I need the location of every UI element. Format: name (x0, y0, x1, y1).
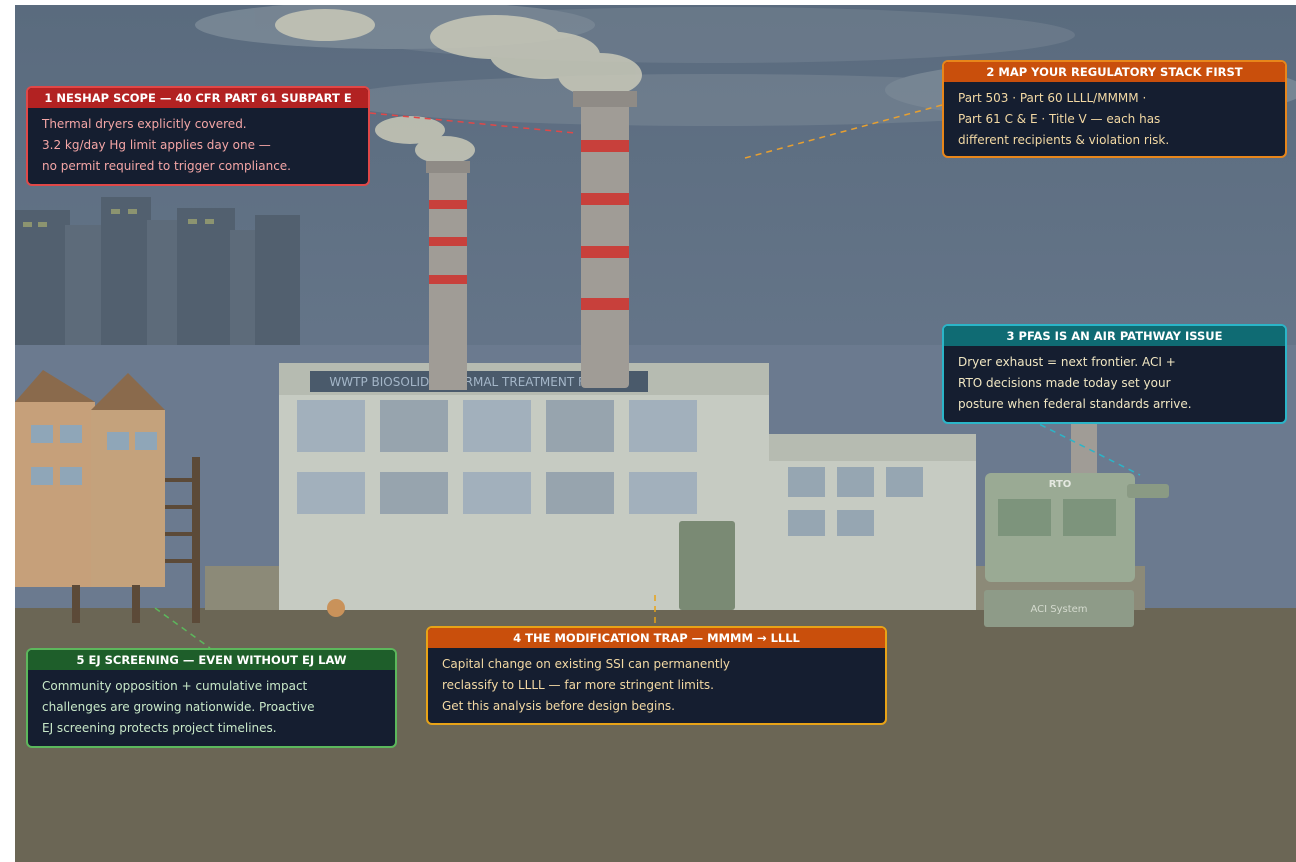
callout-title: THE MODIFICATION TRAP — MMMM → LLLL (525, 631, 800, 645)
skyline (15, 197, 300, 345)
callout-title: NESHAP SCOPE — 40 CFR PART 61 SUBPART E (56, 91, 352, 105)
rto-panel (998, 499, 1051, 536)
callout-body: Capital change on existing SSI can perma… (428, 648, 885, 723)
marker (327, 599, 345, 617)
aci-unit (984, 590, 1134, 627)
callout-header: 2 MAP YOUR REGULATORY STACK FIRST (944, 62, 1285, 82)
callout-number: 4 (513, 631, 522, 645)
smoke (275, 9, 642, 164)
aci-label: ACI System (1030, 604, 1087, 615)
callout-line: RTO decisions made today set your (958, 376, 1171, 390)
annex-roof (769, 434, 976, 461)
callout-line: Thermal dryers explicitly covered. (42, 117, 247, 131)
callout-header: 4 THE MODIFICATION TRAP — MMMM → LLLL (428, 628, 885, 648)
callout: 1 NESHAP SCOPE — 40 CFR PART 61 SUBPART … (26, 86, 370, 186)
rto-label: RTO (1049, 479, 1072, 490)
rto-chimney (1071, 420, 1097, 480)
rto-panel (1063, 499, 1116, 536)
houses (15, 370, 200, 623)
callout-number: 5 (76, 653, 85, 667)
callout-body: Dryer exhaust = next frontier. ACI + RTO … (944, 346, 1285, 421)
callout-line: challenges are growing nationwide. Proac… (42, 700, 315, 714)
callout: 5 EJ SCREENING — EVEN WITHOUT EJ LAW Comm… (26, 648, 397, 748)
callout-line: no permit required to trigger compliance… (42, 159, 291, 173)
callout-line: Part 61 C & E · Title V — each has (958, 112, 1161, 126)
callout-title: MAP YOUR REGULATORY STACK FIRST (998, 65, 1243, 79)
callout-line: Dryer exhaust = next frontier. ACI + (958, 355, 1176, 369)
callout-header: 5 EJ SCREENING — EVEN WITHOUT EJ LAW (28, 650, 395, 670)
callout: 3 PFAS IS AN AIR PATHWAY ISSUE Dryer exha… (942, 324, 1287, 424)
stack-small (426, 161, 470, 390)
callout-line: 3.2 kg/day Hg limit applies day one — (42, 138, 271, 152)
callout-line: Community opposition + cumulative impact (42, 679, 308, 693)
callout-line: Get this analysis before design begins. (442, 699, 675, 713)
callout-header: 3 PFAS IS AN AIR PATHWAY ISSUE (944, 326, 1285, 346)
facility-label: WWTP BIOSOLIDS THERMAL TREATMENT FACILIT… (329, 375, 629, 389)
callout-number: 3 (1006, 329, 1015, 343)
callout: 4 THE MODIFICATION TRAP — MMMM → LLLL Cap… (426, 626, 887, 725)
callout-line: EJ screening protects project timelines. (42, 721, 277, 735)
callout-header: 1 NESHAP SCOPE — 40 CFR PART 61 SUBPART … (28, 88, 368, 108)
callout: 2 MAP YOUR REGULATORY STACK FIRST Part 50… (942, 60, 1287, 158)
door (679, 521, 735, 610)
callout-body: Thermal dryers explicitly covered. 3.2 kg… (28, 108, 368, 183)
callout-line: posture when federal standards arrive. (958, 397, 1192, 411)
callout-title: PFAS IS AN AIR PATHWAY ISSUE (1018, 329, 1223, 343)
callout-number: 1 (44, 91, 53, 105)
callout-body: Part 503 · Part 60 LLLL/MMMM · Part 61 C … (944, 82, 1285, 156)
callout-body: Community opposition + cumulative impact… (28, 670, 395, 745)
callout-line: Capital change on existing SSI can perma… (442, 657, 731, 671)
callout-line: Part 503 · Part 60 LLLL/MMMM · (958, 91, 1147, 105)
facility-sign (310, 371, 648, 392)
callout-title: EJ SCREENING — EVEN WITHOUT EJ LAW (88, 653, 347, 667)
callout-line: reclassify to LLLL — far more stringent … (442, 678, 714, 692)
annex-windows (788, 467, 923, 536)
stack-tall (573, 91, 637, 388)
callout-number: 2 (986, 65, 995, 79)
rto-pipe (1127, 484, 1169, 498)
callout-line: different recipients & violation risk. (958, 133, 1170, 147)
windows (297, 400, 697, 514)
